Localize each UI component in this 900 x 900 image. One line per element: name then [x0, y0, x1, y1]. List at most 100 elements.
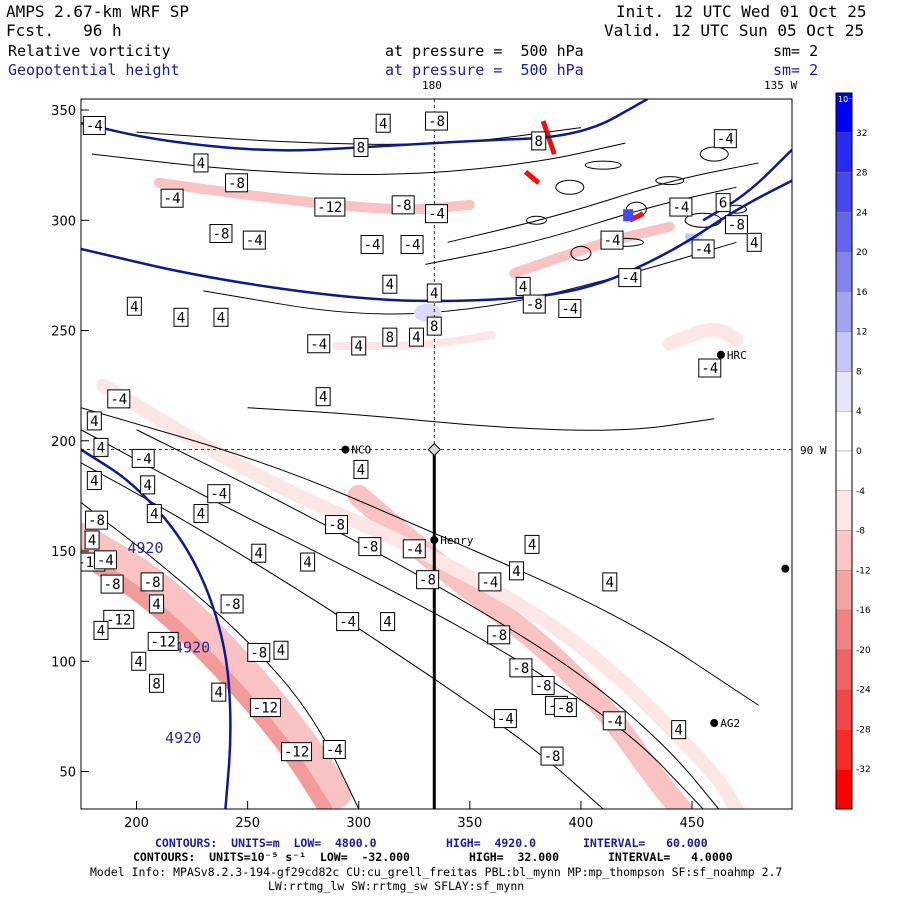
label-box: [322, 739, 346, 759]
vorticity-contour-line: [81, 502, 360, 809]
vorticity-contour-label: -8: [247, 642, 271, 662]
vorticity-contour-label: -4: [425, 204, 448, 224]
label-text: -8: [513, 661, 530, 677]
vorticity-contour-label: 4: [351, 336, 367, 356]
label-text: -4: [695, 242, 712, 258]
field1-name: Relative vorticity: [8, 42, 171, 60]
label-text: -8: [250, 645, 267, 661]
colorbar-swatch: [835, 411, 853, 452]
label-box: [213, 307, 229, 327]
vorticity-cell-contour: [525, 215, 547, 225]
label-text: -8: [88, 513, 105, 529]
vorticity-contour-label: 4: [93, 620, 109, 640]
vorticity-contour-label: 8: [353, 138, 369, 158]
label-text: -4: [606, 714, 623, 730]
label-text: -8: [557, 701, 574, 717]
label-text: -8: [213, 227, 230, 243]
x-tick-label: 300: [346, 816, 371, 831]
height-contour-info: CONTOURS: UNITS=m LOW= 4800.0: [155, 837, 377, 850]
vorticity-contour-label: 4: [524, 534, 540, 554]
label-box: [85, 510, 109, 530]
label-text: -12: [284, 745, 309, 761]
colorbar-tick-label: 28: [856, 169, 868, 179]
field2-smoothing: sm= 2: [773, 61, 819, 79]
colorbar-swatch: [835, 729, 853, 770]
label-box: [426, 283, 442, 303]
colorbar-swatch: [835, 490, 853, 531]
colorbar-swatch: [835, 212, 853, 253]
label-text: 4: [90, 414, 98, 430]
height-contour-label: 4920: [174, 638, 210, 656]
label-box: [140, 572, 164, 592]
colorbar-tick-label: -8: [856, 527, 865, 537]
x-tick-label: 200: [124, 816, 149, 831]
label-text: 4: [197, 156, 205, 172]
label-text: 4: [97, 623, 105, 639]
label-text: -12: [151, 634, 176, 650]
vorticity-contour-label: -8: [140, 572, 164, 592]
field2-name: Geopotential height: [8, 61, 180, 79]
label-box: [249, 698, 281, 718]
vorticity-contour-label: -4: [336, 612, 360, 632]
vorticity-contour-label: -8: [85, 510, 109, 530]
label-text: 4: [143, 478, 151, 494]
label-box: [211, 682, 227, 702]
label-text: 4: [215, 685, 223, 701]
label-box: [360, 235, 384, 255]
label-text: 4: [528, 537, 536, 553]
vorticity-contour-line: [447, 162, 759, 243]
station-marker: [710, 719, 719, 728]
vorticity-contour-label: 8: [149, 673, 165, 693]
label-text: -8: [224, 597, 241, 613]
colorbar-swatch: [835, 291, 853, 332]
vorticity-contour-label: 4: [251, 543, 267, 563]
label-text: -4: [339, 615, 356, 631]
strong-positive-vorticity: [623, 209, 634, 222]
label-text: -8: [328, 518, 345, 534]
label-text: 4: [152, 597, 160, 613]
colorbar-tick-label: -20: [856, 646, 871, 656]
label-box: [400, 235, 424, 255]
field2-pressure: at pressure = 500 hPa: [385, 61, 584, 79]
vorticity-contour-label: -4: [600, 230, 624, 250]
label-text: 4: [750, 235, 758, 251]
label-text: 8: [152, 676, 160, 692]
vorticity-contour-label: -8: [540, 746, 564, 766]
vorticity-contour-label: -4: [698, 358, 722, 378]
field1-smoothing: sm= 2: [773, 42, 819, 60]
vorticity-contour-label: -8: [209, 224, 233, 244]
label-box: [416, 570, 440, 590]
vorticity-contour-label: 4: [213, 307, 229, 327]
label-box: [107, 389, 131, 409]
label-box: [140, 475, 156, 495]
vorticity-contour-label: -8: [724, 215, 748, 235]
y-tick-label: 50: [59, 766, 76, 781]
height-high: HIGH= 4920.0: [446, 836, 537, 850]
label-text: 8: [430, 319, 438, 335]
label-box: [493, 709, 517, 729]
label-box: [193, 153, 209, 173]
label-box: [380, 612, 396, 632]
label-text: 4: [355, 339, 363, 355]
label-text: 4: [512, 564, 520, 580]
label-text: -12: [317, 200, 342, 216]
valid-time: Valid. 12 UTC Sun 05 Oct 25: [604, 21, 865, 40]
label-box: [225, 173, 249, 193]
lon-90w-label: 90 W: [800, 444, 827, 457]
vorticity-contour-label: 4: [380, 612, 396, 632]
label-box: [149, 673, 165, 693]
label-text: -4: [406, 542, 423, 558]
label-box: [478, 572, 502, 592]
lon-180-label: 180: [422, 79, 442, 92]
label-text: 4: [379, 116, 387, 132]
vorticity-band: [347, 484, 692, 809]
vorticity-contour-label: -4: [478, 572, 502, 592]
label-box: [147, 631, 179, 651]
vorticity-contour-label: -8: [487, 625, 511, 645]
vorticity-contour-line: [92, 142, 626, 176]
vorticity-contour-label: -4: [493, 709, 517, 729]
label-text: 4: [255, 546, 263, 562]
vorticity-contour-line: [425, 186, 737, 265]
label-box: [131, 651, 147, 671]
colorbar-tick-label: -12: [856, 566, 871, 576]
